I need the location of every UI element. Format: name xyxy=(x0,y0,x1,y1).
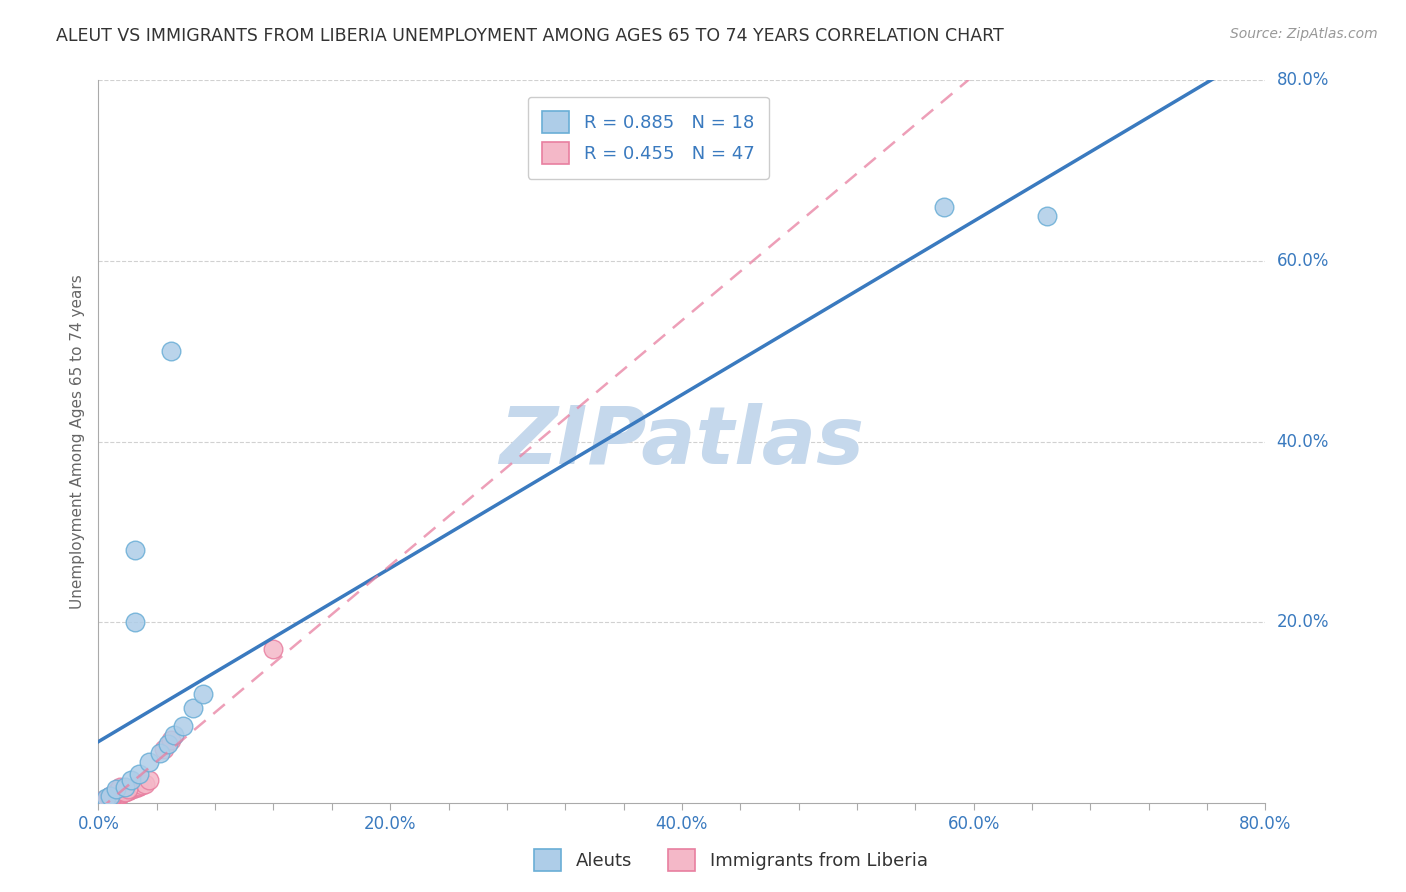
Point xyxy=(90,794,112,808)
Point xyxy=(193,687,215,701)
Point xyxy=(160,732,183,747)
Point xyxy=(262,642,284,657)
Point xyxy=(128,779,150,793)
Point xyxy=(101,790,124,805)
Point xyxy=(101,789,124,804)
Point xyxy=(114,785,136,799)
Point xyxy=(98,789,121,803)
Point xyxy=(121,782,143,797)
Point xyxy=(120,773,142,788)
Point xyxy=(100,791,122,805)
Point xyxy=(96,794,118,808)
Point xyxy=(131,778,153,792)
Point xyxy=(138,773,160,788)
Point xyxy=(124,542,146,557)
Point xyxy=(117,782,139,797)
Point xyxy=(110,788,132,802)
Text: ZIPatlas: ZIPatlas xyxy=(499,402,865,481)
Point xyxy=(163,728,186,742)
Point xyxy=(153,741,176,756)
Point xyxy=(110,780,132,794)
Point xyxy=(97,790,120,805)
Point xyxy=(114,780,136,794)
Point xyxy=(94,793,117,807)
Point xyxy=(100,790,122,805)
Point xyxy=(149,746,172,760)
Point xyxy=(115,784,138,798)
Point xyxy=(93,793,115,807)
Point xyxy=(101,788,124,802)
Point xyxy=(96,792,118,806)
Point xyxy=(157,737,180,751)
Point xyxy=(94,791,117,805)
Point xyxy=(98,792,121,806)
Point xyxy=(127,780,149,794)
Legend: R = 0.885   N = 18, R = 0.455   N = 47: R = 0.885 N = 18, R = 0.455 N = 47 xyxy=(527,96,769,178)
Point xyxy=(108,782,131,797)
Text: 40.0%: 40.0% xyxy=(1277,433,1329,450)
Point xyxy=(134,777,156,791)
Point xyxy=(124,780,146,795)
Point xyxy=(98,790,121,805)
Point xyxy=(1035,209,1057,223)
Text: Source: ZipAtlas.com: Source: ZipAtlas.com xyxy=(1230,27,1378,41)
Point xyxy=(97,791,120,805)
Point xyxy=(128,767,150,781)
Text: 60.0%: 60.0% xyxy=(1277,252,1329,270)
Point xyxy=(104,782,127,797)
Point xyxy=(91,794,114,808)
Point xyxy=(160,344,183,359)
Point xyxy=(124,615,146,630)
Point xyxy=(124,781,146,796)
Text: 80.0%: 80.0% xyxy=(1277,71,1329,89)
Point xyxy=(104,785,127,799)
Y-axis label: Unemployment Among Ages 65 to 74 years: Unemployment Among Ages 65 to 74 years xyxy=(69,274,84,609)
Text: ALEUT VS IMMIGRANTS FROM LIBERIA UNEMPLOYMENT AMONG AGES 65 TO 74 YEARS CORRELAT: ALEUT VS IMMIGRANTS FROM LIBERIA UNEMPLO… xyxy=(56,27,1004,45)
Text: 20.0%: 20.0% xyxy=(1277,613,1329,632)
Point xyxy=(117,784,139,798)
Point xyxy=(98,789,121,804)
Point xyxy=(87,796,110,810)
Point xyxy=(104,789,127,803)
Point xyxy=(114,785,136,799)
Point xyxy=(138,755,160,769)
Point xyxy=(111,786,134,800)
Point xyxy=(110,787,132,801)
Point xyxy=(118,783,141,797)
Point xyxy=(120,782,142,797)
Point xyxy=(172,719,194,733)
Point xyxy=(108,787,131,801)
Point xyxy=(181,701,204,715)
Point xyxy=(103,789,125,803)
Point xyxy=(89,795,111,809)
Point xyxy=(934,200,956,214)
Legend: Aleuts, Immigrants from Liberia: Aleuts, Immigrants from Liberia xyxy=(527,842,935,879)
Point xyxy=(105,788,128,802)
Point xyxy=(94,792,117,806)
